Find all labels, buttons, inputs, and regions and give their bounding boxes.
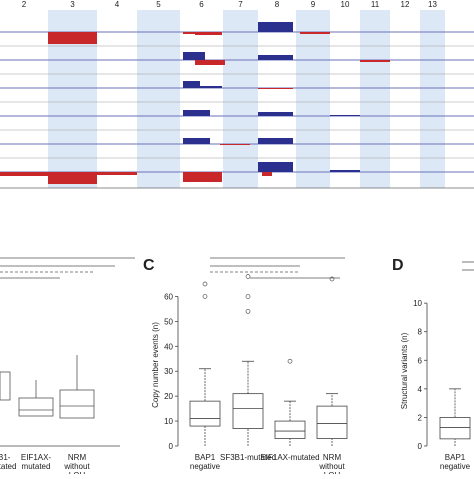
arrows	[210, 257, 474, 279]
cn-segment	[48, 172, 97, 184]
cn-segment	[360, 60, 390, 62]
chromosome-band	[137, 10, 180, 188]
cn-segment	[220, 144, 250, 145]
cn-segment	[330, 170, 360, 172]
cn-segment	[258, 112, 293, 116]
box	[189, 400, 221, 427]
cn-segment	[183, 81, 200, 88]
cn-segment	[330, 115, 360, 116]
cn-segment	[97, 172, 137, 175]
chromosome-label: 3	[70, 0, 75, 9]
cn-segment	[195, 32, 222, 35]
cn-segment	[258, 55, 293, 60]
cn-segment	[183, 110, 210, 116]
cn-segment	[183, 138, 210, 144]
x-tick-label: 3B1-mutated	[0, 453, 16, 471]
y-tick-label: 60	[164, 292, 173, 301]
box	[316, 405, 348, 439]
cn-segment	[200, 86, 222, 88]
y-tick-label: 0	[418, 442, 423, 451]
y-tick-label: 2	[418, 413, 423, 422]
y-tick-label: 8	[418, 328, 423, 337]
y-tick-label: 30	[164, 367, 173, 376]
chromosome-label: 4	[115, 0, 120, 9]
chromosome-band	[420, 10, 445, 188]
outlier	[245, 294, 251, 299]
y-tick-label: 50	[164, 317, 173, 326]
y-tick-label: 6	[418, 356, 423, 365]
cn-segment	[258, 162, 293, 172]
box	[274, 420, 306, 439]
panel-label: C	[143, 257, 155, 274]
x-tick-label: BAP1 negative	[190, 453, 221, 471]
chromosome-label: 9	[311, 0, 316, 9]
chromosome-label: 5	[156, 0, 161, 9]
cn-segment	[300, 32, 330, 34]
chromosome-band	[296, 10, 330, 188]
cn-segment	[262, 172, 272, 176]
cn-segment	[0, 172, 48, 176]
chromosome-label: 6	[199, 0, 204, 9]
chromosome-label: 7	[238, 0, 243, 9]
y-axis-label: Copy number events (n)	[151, 322, 160, 408]
chromosome-label: 2	[22, 0, 27, 9]
y-tick-label: 0	[169, 442, 174, 451]
cn-segment	[258, 138, 293, 144]
outlier	[245, 274, 251, 279]
chromosome-label: 12	[401, 0, 410, 9]
x-tick-label: NRMwithoutLOHBAP1	[63, 453, 90, 474]
outlier	[202, 294, 208, 299]
y-tick-label: 4	[418, 385, 423, 394]
box	[439, 417, 471, 440]
box	[232, 393, 264, 429]
x-tick-label: BAP1 negative	[440, 453, 471, 471]
cn-segment	[183, 32, 205, 34]
panel-b	[0, 257, 135, 447]
y-tick-label: 10	[413, 299, 422, 308]
y-tick-label: 40	[164, 342, 173, 351]
y-tick-label: 10	[164, 417, 173, 426]
cn-segment	[48, 32, 97, 44]
outlier	[287, 358, 293, 364]
panel-label: D	[392, 257, 404, 274]
chromosome-label: 11	[371, 0, 380, 9]
cn-segment	[258, 88, 293, 89]
chromosome-label: 8	[275, 0, 280, 9]
outlier	[245, 309, 251, 314]
cn-segment	[183, 52, 205, 60]
x-tick-label: EIF1AX-mutated	[21, 453, 52, 471]
chromosome-band	[223, 10, 258, 188]
outlier	[202, 281, 208, 287]
x-tick-label: EIF1AX-mutated	[260, 453, 319, 462]
cn-segment	[183, 172, 222, 182]
x-tick-label: NRMwithoutLOHBAP1	[318, 453, 345, 474]
y-axis-label: Structural variants (n)	[400, 332, 409, 409]
chromosome-band	[360, 10, 390, 188]
cn-segment	[258, 22, 293, 32]
chromosome-label: 13	[428, 0, 437, 9]
y-tick-label: 20	[164, 392, 173, 401]
chromosome-label: 10	[341, 0, 350, 9]
x-tick-label: SF3B1-mutated	[220, 453, 276, 462]
cn-segment	[195, 60, 225, 65]
outlier	[329, 276, 335, 282]
